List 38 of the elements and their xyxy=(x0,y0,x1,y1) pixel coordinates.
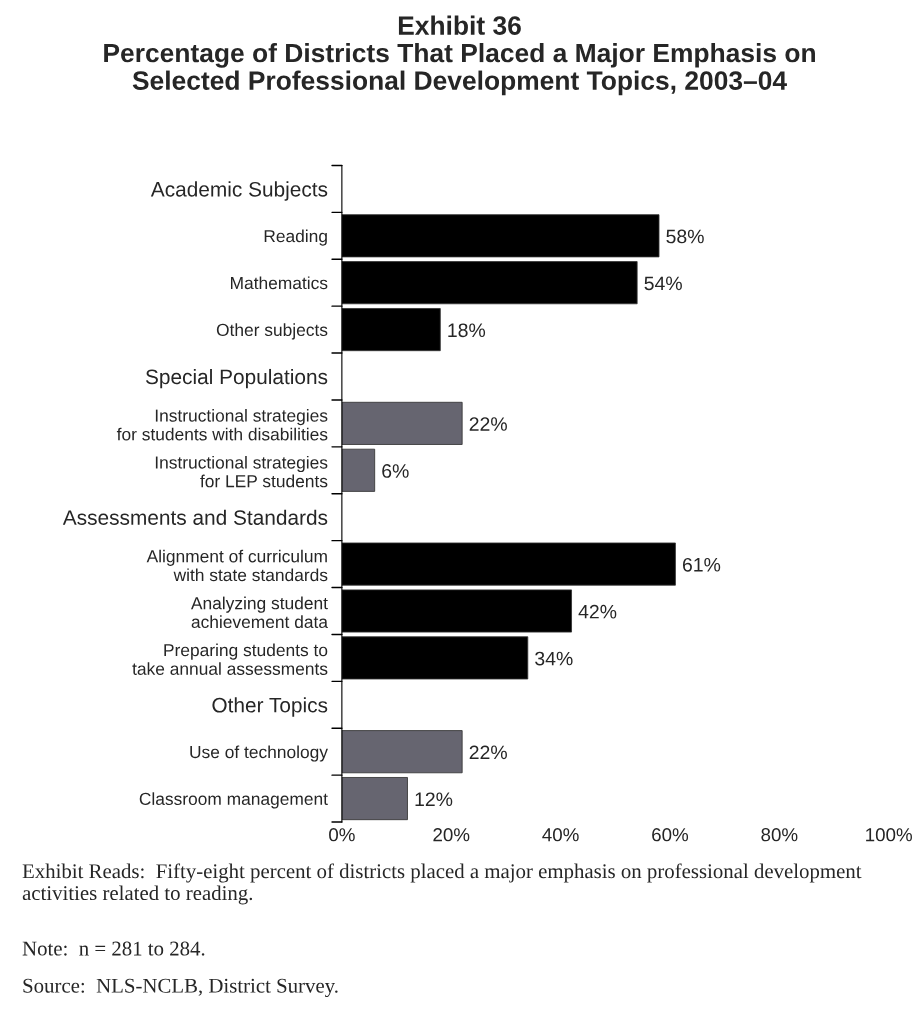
y-tick-label: Academic Subjects xyxy=(150,181,328,201)
data-label: 61% xyxy=(682,557,721,572)
y-tick-label: Reading xyxy=(264,229,327,246)
text: Exhibit Reads: Fifty-eight percent of districts placed a major emphasis on professional development activities related to reading. xyxy=(22,863,862,905)
data-label: 22% xyxy=(469,745,507,760)
y-tick-label: Analyzing student achievement data xyxy=(190,596,328,629)
y-tick-label: Assessments and Standards xyxy=(62,509,328,525)
x-tick-label: 100% xyxy=(866,828,912,842)
y-tick-label: Instructional strategies for LEP students xyxy=(155,455,328,488)
y-tick-label: Other subjects xyxy=(216,323,328,340)
bar xyxy=(341,730,463,774)
data-label: 22% xyxy=(469,417,507,431)
chart-title: Exhibit 36 Percentage of Districts That Placed a Major Emphasis on Selected Professional Development Topics, 2003–04 xyxy=(104,15,815,96)
y-tick-label: Special Populations xyxy=(145,368,328,389)
data-label: 54% xyxy=(644,276,682,291)
x-tick-label: 20% xyxy=(433,828,470,842)
y-tick-label: Mathematics xyxy=(231,276,328,290)
bar xyxy=(341,448,376,492)
y-tick-label: Instructional strategies for students with disabilities xyxy=(116,409,328,441)
data-label: 42% xyxy=(578,604,617,619)
y-tick-label: Alignment of curriculum with state standards xyxy=(146,549,328,582)
source-note: Source: NLS-NCLB, District Survey. xyxy=(23,978,338,998)
y-tick-label: Classroom management xyxy=(139,792,328,809)
data-label: 12% xyxy=(415,792,453,807)
y-tick-label: Use of technology xyxy=(190,745,328,762)
data-label: 6% xyxy=(382,464,409,478)
bar xyxy=(341,777,408,821)
data-label: 34% xyxy=(535,651,573,666)
data-label: 18% xyxy=(448,323,486,338)
text: Note: n = 281 to 284. xyxy=(22,941,205,956)
y-tick-label: Other Topics xyxy=(212,697,328,717)
x-tick-label: 0% xyxy=(329,828,355,842)
x-tick-label: 60% xyxy=(652,828,689,842)
y-tick-label: Preparing students to take annual assessments xyxy=(132,643,328,675)
x-tick-label: 80% xyxy=(761,828,798,842)
data-label: 58% xyxy=(666,229,704,244)
bar xyxy=(341,401,463,445)
x-tick-label: 40% xyxy=(542,828,579,842)
